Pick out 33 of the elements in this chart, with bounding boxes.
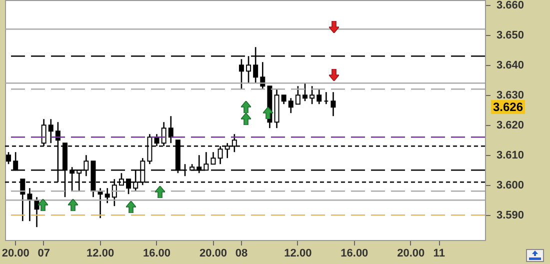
x-tick-label: 11 — [433, 248, 445, 260]
x-tick-label: 07 — [38, 248, 50, 260]
candlestick — [6, 151, 12, 165]
candlestick — [210, 151, 216, 165]
y-tick-label: 3.590 — [496, 210, 524, 222]
y-tick-label: 3.610 — [496, 150, 524, 162]
candlestick — [260, 61, 266, 90]
x-tick-label: 20.00 — [2, 248, 30, 260]
x-tick-label: 20.00 — [199, 248, 227, 260]
candlestick — [295, 85, 300, 105]
candlestick — [302, 82, 308, 102]
x-tick-label: 16.00 — [143, 248, 171, 260]
candlestick — [48, 118, 54, 144]
x-tick-label: 16.00 — [340, 248, 368, 260]
y-tick-label: 3.620 — [496, 120, 524, 132]
x-tick-label: 12.00 — [284, 248, 312, 260]
x-tick-label: 20.00 — [397, 248, 425, 260]
text: 3.626 — [491, 100, 526, 114]
candlestick — [330, 91, 336, 117]
y-tick-label: 3.640 — [496, 60, 524, 72]
x-tick-label: 12.00 — [86, 248, 114, 260]
x-tick-label: 08 — [235, 248, 248, 260]
y-tick-label: 3.660 — [496, 0, 524, 12]
candlestick — [104, 187, 110, 204]
y-tick-label: 3.600 — [496, 180, 524, 192]
candlestick — [238, 58, 244, 90]
candlestick — [288, 97, 294, 114]
candlestick — [168, 115, 174, 144]
candlestick — [310, 85, 315, 105]
y-tick-label: 3.630 — [496, 90, 524, 102]
candlestick — [316, 88, 322, 105]
y-tick-label: 3.650 — [496, 30, 524, 42]
candlestick — [246, 55, 252, 84]
